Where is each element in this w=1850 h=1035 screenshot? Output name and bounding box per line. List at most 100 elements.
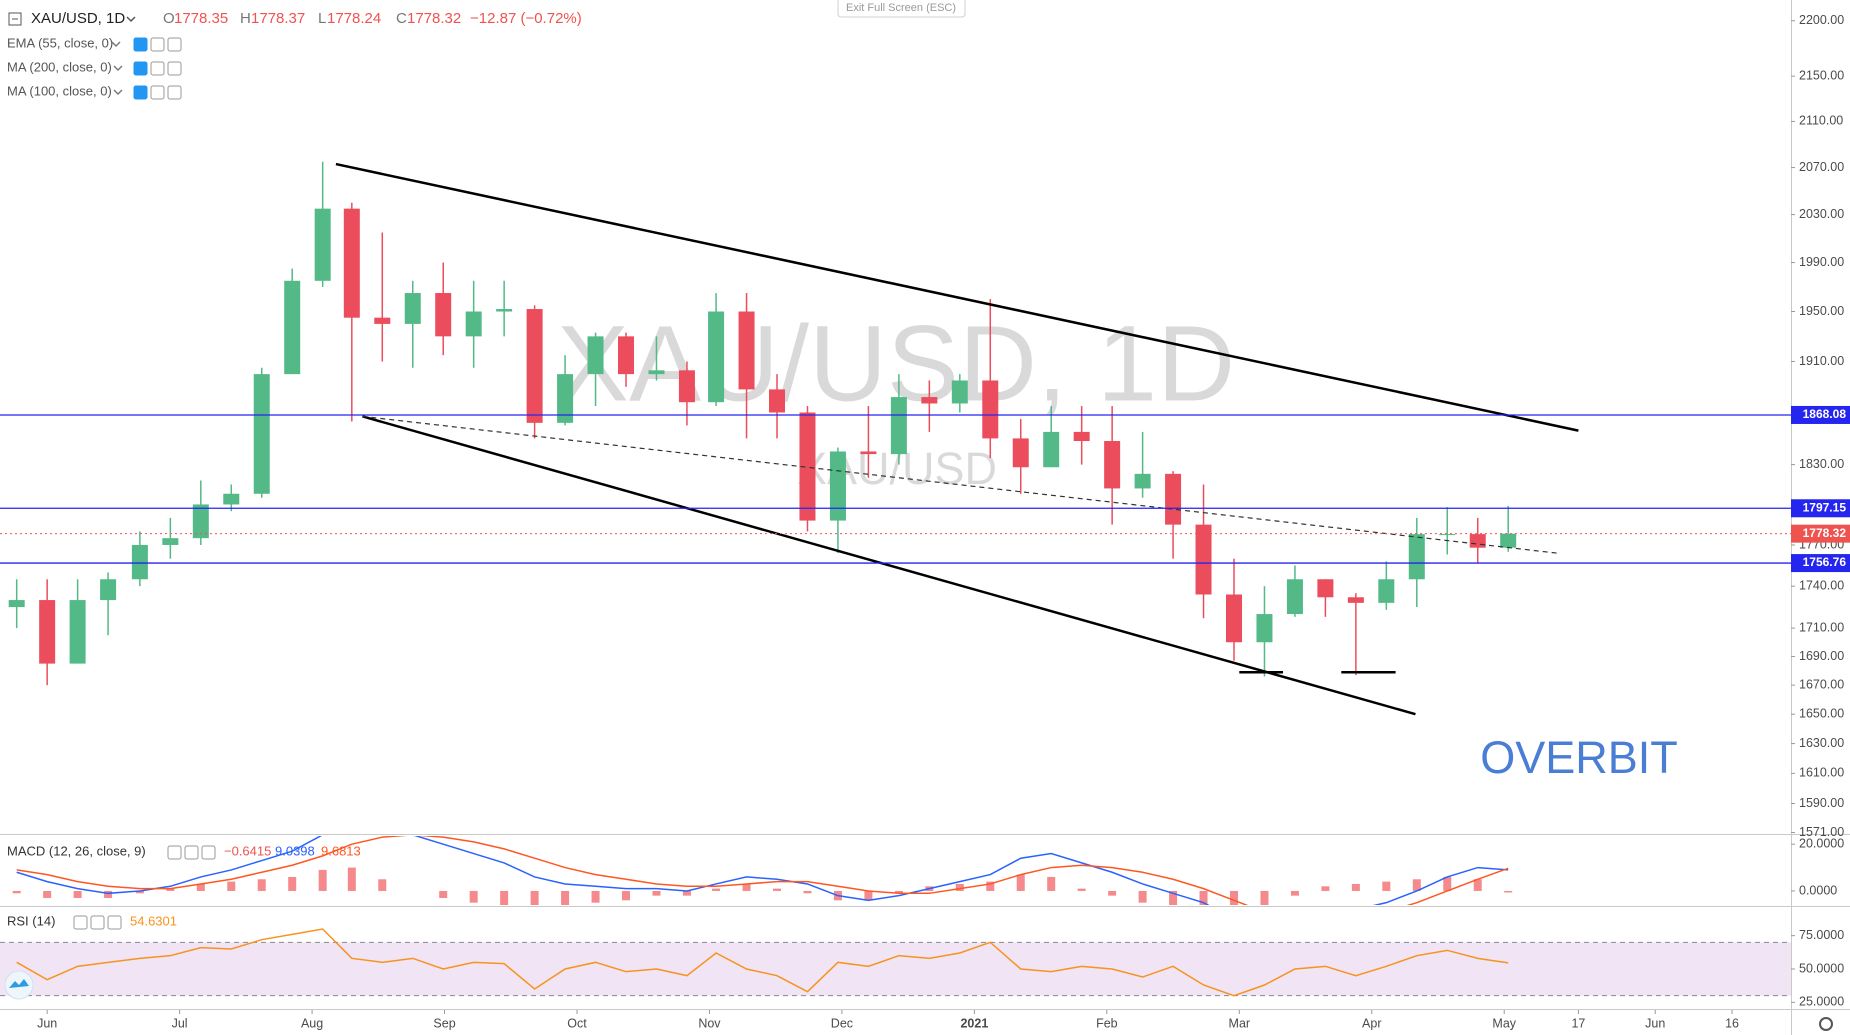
histogram-bar	[1260, 890, 1269, 905]
x-tick-label: Sep	[433, 1016, 455, 1030]
legend-icon[interactable]	[167, 61, 182, 76]
chevron[interactable]	[113, 65, 123, 71]
candle-body	[69, 600, 86, 664]
legend-icon[interactable]	[107, 915, 122, 930]
settings-icon[interactable]	[1819, 1017, 1833, 1031]
last-price-box	[1791, 524, 1850, 543]
histogram-bar	[803, 890, 812, 894]
legend-icon[interactable]	[133, 61, 148, 76]
exit-button[interactable]	[837, 0, 966, 18]
x-tick-label: Feb	[1096, 1016, 1118, 1030]
candle-body	[1347, 597, 1364, 603]
candle-body	[982, 380, 999, 439]
candle-body	[1226, 594, 1243, 643]
histogram-bar	[1351, 883, 1360, 891]
legend-icon[interactable]	[150, 37, 165, 52]
legend-icon[interactable]	[90, 915, 105, 930]
y-tick-label: 1650.00	[1799, 706, 1844, 720]
level-box	[1791, 554, 1850, 573]
histogram-bar	[318, 869, 327, 891]
chevron[interactable]	[113, 89, 123, 95]
histogram-bar	[135, 890, 144, 894]
macd-legend-value: −0.6415	[224, 843, 271, 858]
y-tick-label: 1690.00	[1799, 649, 1844, 663]
candle-body	[1439, 534, 1456, 536]
y-tick-label: 75.0000	[1799, 928, 1844, 942]
legend-icon[interactable]	[133, 37, 148, 52]
legend-icon[interactable]	[167, 37, 182, 52]
level-label: 1756.76	[1803, 555, 1847, 569]
candle-body	[1408, 534, 1425, 580]
candle-body	[314, 208, 331, 281]
chevron[interactable]	[126, 16, 136, 23]
candle-body	[708, 311, 725, 403]
y-tick-label: 20.0000	[1799, 836, 1844, 850]
y-tick-label: 2030.00	[1799, 207, 1844, 221]
ohlc-value: 1778.37	[251, 10, 305, 27]
y-tick-label: 1571.00	[1799, 825, 1844, 839]
y-tick-label: 1710.00	[1799, 620, 1844, 634]
study-legend[interactable]: EMA (55, close, 0)	[7, 35, 113, 50]
candle-body	[192, 504, 209, 539]
histogram-bar	[1016, 874, 1025, 891]
candle-body	[526, 309, 543, 423]
legend-icon[interactable]	[184, 845, 199, 860]
study-legend[interactable]: MA (200, close, 0)	[7, 59, 112, 74]
y-tick-label: 2200.00	[1799, 13, 1844, 27]
candle-body	[1012, 438, 1029, 468]
histogram-bar	[1199, 890, 1208, 905]
histogram-bar	[500, 890, 509, 905]
y-tick-label: 1670.00	[1799, 677, 1844, 691]
legend-icon[interactable]	[201, 845, 216, 860]
candle-body	[618, 336, 635, 375]
histogram-bar	[1230, 890, 1239, 905]
candle-body	[829, 451, 846, 521]
legend-icon[interactable]	[150, 61, 165, 76]
legend-icon[interactable]	[167, 845, 182, 860]
candle-body	[223, 493, 240, 505]
x-tick-label: Aug	[301, 1016, 323, 1030]
candle-body	[1500, 533, 1517, 548]
x-tick-label: Apr	[1362, 1016, 1381, 1030]
legend-icon[interactable]	[167, 85, 182, 100]
exit-button-label[interactable]: Exit Full Screen (ESC)	[846, 2, 956, 14]
histogram-bar	[955, 883, 964, 891]
histogram-bar	[12, 890, 21, 894]
histogram-bar	[622, 890, 631, 901]
y-tick-label: 1830.00	[1799, 457, 1844, 471]
chevron[interactable]	[111, 41, 121, 47]
axes: 2200.00 2150.00 2110.00 2070.00 2030.00 1990.…	[37, 13, 1850, 1030]
y-tick-label: 1590.00	[1799, 796, 1844, 810]
study-legend[interactable]: MA (100, close, 0)	[7, 83, 112, 98]
symbol[interactable]: XAU/USD, 1D	[31, 10, 125, 27]
histogram-bar	[43, 890, 52, 898]
macd-line	[16, 836, 1509, 905]
legend-icon[interactable]	[73, 915, 88, 930]
rsi-legend-value: 54.6301	[130, 913, 177, 928]
histogram-bar	[1321, 886, 1330, 891]
histogram-bar	[712, 888, 721, 891]
candle-body	[738, 311, 755, 390]
collapse-icon[interactable]	[8, 12, 22, 26]
legend-icon[interactable]	[133, 85, 148, 100]
y-tick-label: 25.0000	[1799, 995, 1844, 1009]
rsi-legend: RSI (14)	[7, 913, 55, 928]
histogram-bar	[894, 890, 903, 894]
x-tick-label: Jun	[37, 1016, 57, 1030]
candle-body	[253, 374, 270, 494]
histogram-bar	[652, 890, 661, 896]
histogram-bar	[1473, 879, 1482, 891]
exit-fullscreen[interactable]: Exit Full Screen (ESC)	[837, 0, 966, 18]
candle-body	[1378, 579, 1395, 603]
trend-line	[335, 162, 1579, 432]
candle-body	[465, 311, 482, 337]
histogram-bar	[1169, 890, 1178, 905]
histogram-bar	[742, 883, 751, 891]
candle-body	[890, 397, 907, 455]
legend-icon[interactable]	[150, 85, 165, 100]
histogram-bar	[104, 890, 113, 898]
x-tick-label: Mar	[1229, 1016, 1251, 1030]
